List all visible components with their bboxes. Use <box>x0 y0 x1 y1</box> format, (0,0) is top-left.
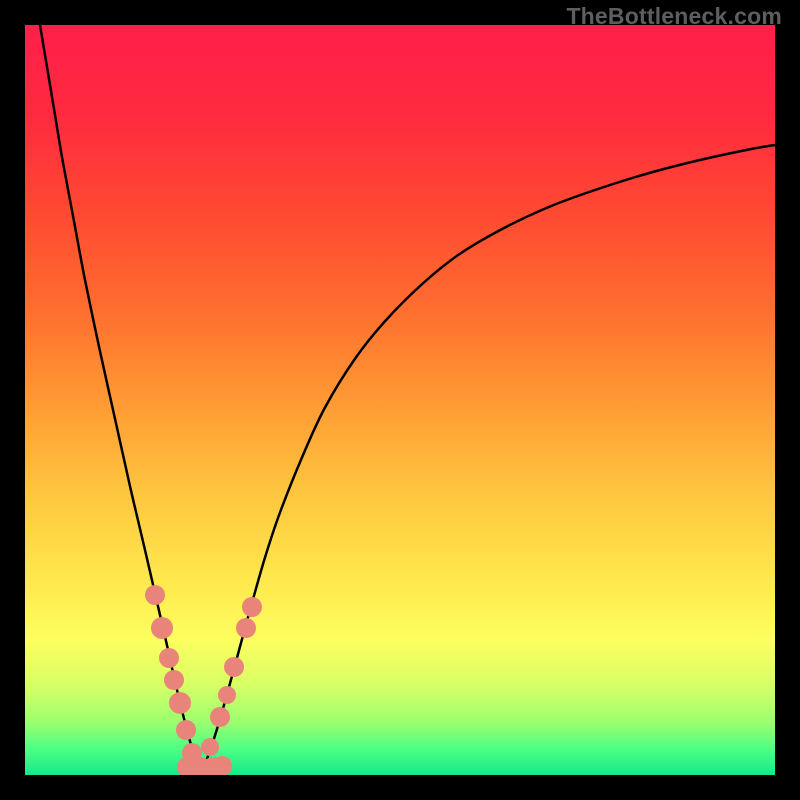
data-marker <box>242 597 262 617</box>
data-marker <box>164 670 184 690</box>
data-marker <box>151 617 173 639</box>
data-marker <box>176 720 196 740</box>
data-marker <box>224 657 244 677</box>
data-marker <box>212 756 232 775</box>
data-marker <box>169 692 191 714</box>
chart-frame: TheBottleneck.com <box>0 0 800 800</box>
data-marker <box>201 738 219 756</box>
data-marker <box>236 618 256 638</box>
data-marker <box>145 585 165 605</box>
data-marker <box>218 686 236 704</box>
data-marker <box>210 707 230 727</box>
watermark-text: TheBottleneck.com <box>566 3 782 30</box>
data-marker-layer <box>25 25 775 775</box>
plot-area <box>25 25 775 775</box>
data-marker <box>159 648 179 668</box>
